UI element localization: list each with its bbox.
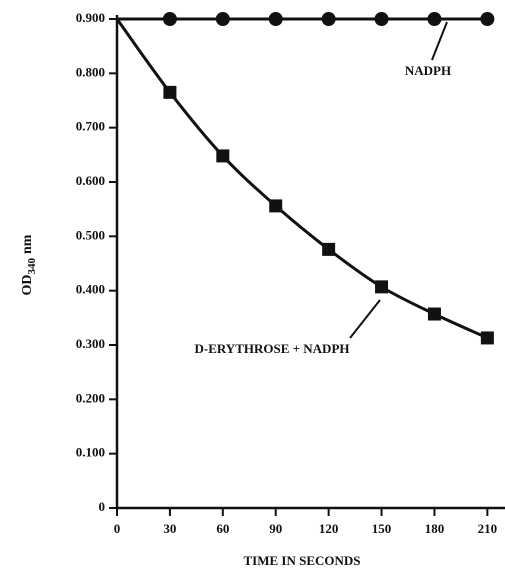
series-label: D-ERYTHROSE + NADPH	[194, 341, 349, 356]
marker	[480, 12, 495, 26]
label-leader	[431, 21, 448, 61]
x-tick-label: 120	[319, 521, 339, 536]
label-leader	[349, 299, 381, 339]
marker	[321, 12, 336, 26]
y-tick-label: 0.300	[76, 336, 105, 351]
marker	[480, 331, 494, 345]
marker	[215, 12, 230, 26]
x-tick-label: 60	[216, 521, 229, 536]
series-label: NADPH	[405, 63, 451, 78]
y-label-unit: nm	[20, 234, 35, 254]
marker	[162, 12, 177, 26]
y-tick-label: 0.200	[76, 390, 105, 405]
y-tick-label: 0.500	[76, 227, 105, 242]
x-tick-label: 0	[114, 521, 121, 536]
y-label-main: OD	[20, 274, 35, 295]
marker	[163, 85, 177, 99]
marker	[374, 12, 389, 26]
x-tick-label: 150	[372, 521, 392, 536]
y-tick-label: 0	[99, 499, 106, 514]
y-tick-label: 0.400	[76, 282, 105, 297]
x-tick-label: 30	[163, 521, 176, 536]
y-label-sub: 340	[26, 257, 38, 274]
y-axis-label: OD340 nm	[20, 234, 37, 295]
marker	[269, 199, 283, 213]
marker	[375, 280, 389, 294]
y-tick-label: 0.900	[76, 10, 105, 25]
y-tick-label: 0.600	[76, 173, 105, 188]
x-tick-label: 180	[425, 521, 445, 536]
y-tick-label: 0.100	[76, 445, 105, 460]
marker	[427, 12, 442, 26]
x-tick-label: 90	[269, 521, 282, 536]
marker	[268, 12, 283, 26]
marker	[216, 149, 230, 163]
marker	[322, 242, 336, 256]
y-tick-label: 0.800	[76, 64, 105, 79]
y-tick-label: 0.700	[76, 119, 105, 134]
marker	[427, 307, 441, 321]
x-tick-label: 210	[478, 521, 498, 536]
x-axis-label: TIME IN SECONDS	[243, 553, 360, 568]
